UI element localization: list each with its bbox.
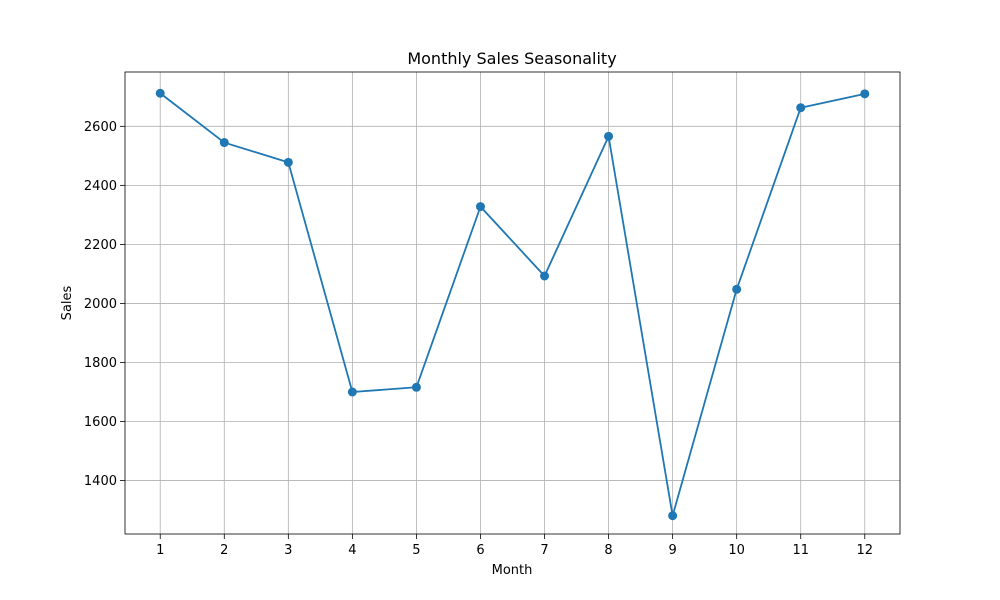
y-tick-label: 2600	[84, 120, 117, 135]
x-tick-label: 10	[728, 543, 745, 558]
axes: 1 2 3 4 5 6 7 8 9 10 11 121400160018002000220024002…	[84, 71, 901, 558]
chart-title: Monthly Sales Seasonality	[407, 49, 616, 68]
x-tick-label: 4	[348, 543, 356, 558]
x-tick-label: 5	[412, 543, 420, 558]
data-point	[347, 387, 357, 397]
y-axis-label: Sales	[60, 285, 75, 320]
y-tick-label: 1400	[84, 474, 117, 489]
x-tick-label: 3	[284, 543, 292, 558]
y-tick-label: 1800	[84, 356, 117, 371]
data-point	[860, 89, 870, 99]
data-point	[540, 271, 550, 281]
x-tick-label: 7	[540, 543, 548, 558]
y-tick-label: 1600	[84, 415, 117, 430]
x-axis-label: Month	[492, 563, 533, 578]
series-line	[159, 92, 865, 517]
data-point	[219, 138, 229, 148]
grid-lines	[125, 72, 900, 534]
series-layer	[155, 88, 870, 521]
data-point	[283, 157, 293, 167]
x-tick-label: 8	[604, 543, 612, 558]
data-point	[155, 88, 165, 98]
x-tick-label: 2	[220, 543, 228, 558]
data-point	[732, 284, 742, 294]
data-point	[604, 131, 614, 141]
plot-frame	[124, 71, 901, 535]
data-point	[796, 103, 806, 113]
data-point	[411, 382, 421, 392]
y-tick-label: 2200	[84, 238, 117, 253]
x-tick-label: 1	[156, 543, 164, 558]
x-tick-label: 12	[856, 543, 873, 558]
x-tick-label: 11	[792, 543, 809, 558]
data-point	[475, 202, 485, 212]
x-tick-label: 6	[476, 543, 484, 558]
y-tick-label: 2400	[84, 179, 117, 194]
x-tick-label: 9	[668, 543, 676, 558]
y-tick-label: 2000	[84, 297, 117, 312]
data-point	[668, 511, 678, 521]
